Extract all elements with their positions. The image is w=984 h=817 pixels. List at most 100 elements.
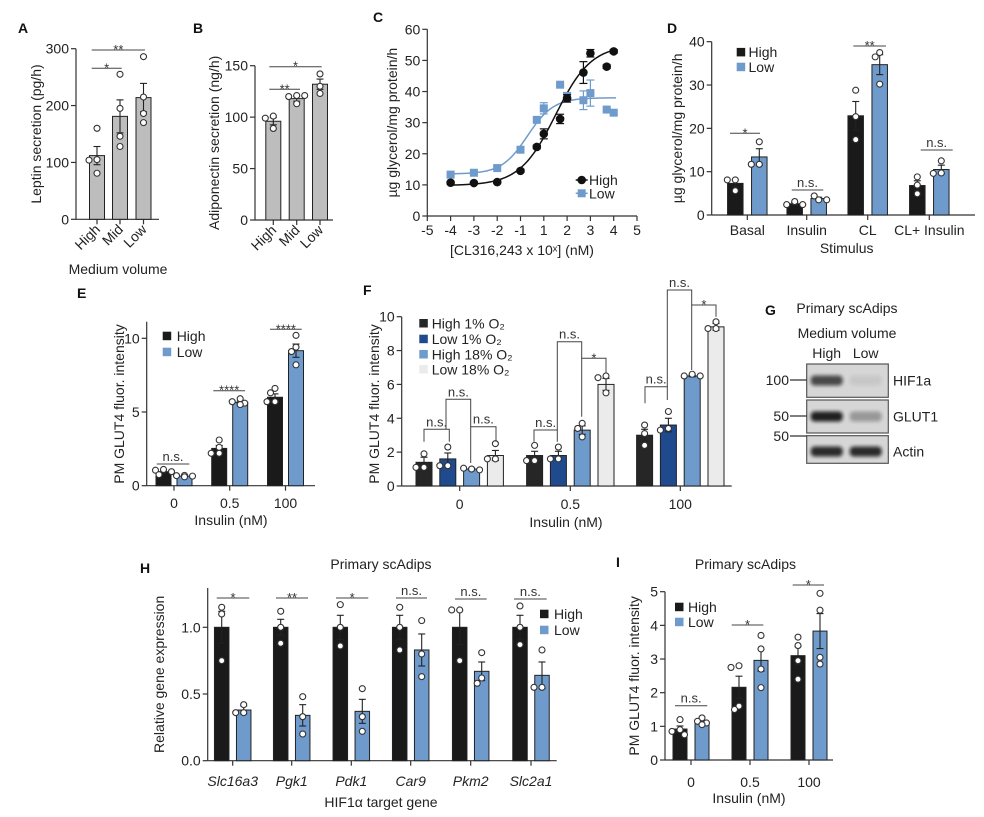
data-point (358, 727, 366, 735)
legend-marker-square (577, 189, 586, 198)
protein-label: Actin (893, 444, 924, 460)
data-point (554, 443, 562, 451)
data-point (139, 119, 148, 127)
significance-label: n.s. (448, 384, 469, 399)
data-point (609, 108, 618, 117)
panel-letter: D (667, 20, 677, 36)
panel-letter: G (765, 302, 776, 318)
legend-label: High (554, 606, 583, 622)
x-tick-label: Slc2a1 (510, 773, 553, 789)
data-point (299, 693, 307, 701)
significance-bracket (691, 304, 717, 370)
data-point (747, 160, 755, 168)
data-point (516, 145, 525, 154)
significance-label: n.s. (473, 412, 494, 427)
bar (451, 626, 468, 762)
y-tick-label: 40 (689, 34, 705, 50)
y-tick-label: 0.0 (181, 753, 201, 769)
y-axis-label: PM GLUT4 fluor. intensity (111, 324, 127, 484)
panel-letter: F (363, 282, 372, 298)
data-point (218, 610, 226, 618)
bar (213, 626, 230, 762)
x-axis-label: HIF1α target gene (324, 794, 437, 810)
data-point (730, 705, 739, 714)
bar (707, 326, 725, 487)
data-point (277, 623, 285, 631)
legend-swatch (419, 319, 428, 328)
x-tick-label: -1 (514, 222, 527, 238)
data-point (876, 48, 884, 57)
x-tick-label: -5 (421, 222, 434, 238)
significance-label: * (701, 297, 706, 312)
data-point (810, 192, 818, 200)
bar (312, 83, 328, 221)
data-point (116, 142, 124, 151)
data-point (159, 465, 168, 474)
data-point (228, 398, 236, 406)
data-point (723, 176, 731, 184)
data-point (602, 372, 610, 380)
data-point (436, 462, 444, 470)
y-tick-label: 100 (225, 109, 249, 125)
protein-band (849, 411, 882, 422)
data-point (266, 389, 275, 397)
x-tick-label: 100 (797, 774, 821, 790)
panel-letter: E (77, 285, 86, 301)
data-point (668, 727, 676, 735)
x-tick-label: 5 (633, 222, 641, 238)
data-point (783, 201, 791, 209)
data-point (704, 325, 712, 333)
x-tick-label: Low (297, 221, 327, 251)
significance-label: * (745, 617, 750, 632)
significance-bracket (423, 428, 450, 442)
data-point (680, 731, 689, 739)
y-tick-label: 1.0 (181, 619, 201, 635)
data-point (794, 642, 802, 650)
significance-label: n.s. (669, 275, 690, 290)
significance-label: * (350, 590, 355, 605)
significance-label: **** (219, 383, 239, 398)
y-axis-label: Relative gene expression (151, 596, 167, 753)
data-point (287, 348, 296, 356)
data-point (791, 198, 799, 206)
data-point (757, 645, 765, 653)
legend-swatch (540, 609, 549, 619)
data-point (586, 89, 595, 98)
panel-h-gene-expression-bar-chart: H Primary scAdips 0.0 0.5 1.0 Relative gene e… (140, 556, 583, 810)
molecular-weight-marker: 50 (773, 428, 789, 444)
y-tick-label: 300 (46, 41, 70, 57)
x-tick-label: 1 (540, 222, 548, 238)
panel-letter: C (373, 9, 383, 25)
data-point (271, 398, 279, 406)
data-point (852, 136, 860, 144)
significance-label: n.s. (559, 327, 580, 342)
x-tick-label: 0 (456, 496, 464, 512)
x-tick-label: CL (859, 222, 877, 238)
y-tick-label: 8 (387, 343, 395, 359)
data-point (579, 68, 588, 77)
data-point (478, 649, 486, 657)
data-point (456, 657, 464, 665)
bar (272, 626, 289, 762)
x-tick-label: Slc16a3 (207, 773, 258, 789)
y-tick-label: 20 (405, 146, 421, 162)
data-point (755, 160, 763, 168)
y-tick-label: 0 (387, 478, 395, 494)
panel-letter: I (616, 554, 620, 570)
data-point (269, 124, 277, 132)
legend-label: High (177, 328, 206, 344)
data-point (586, 48, 595, 58)
data-point (757, 665, 765, 673)
data-point (602, 105, 611, 114)
fit-curve-high (450, 48, 617, 186)
data-point (852, 86, 860, 94)
y-tick-label: 50 (232, 161, 248, 177)
data-point (731, 176, 739, 184)
data-point (301, 91, 309, 100)
significance-label: * (806, 577, 811, 592)
data-point (263, 398, 271, 406)
data-point (269, 112, 277, 120)
data-point (712, 325, 720, 333)
data-point (446, 170, 455, 179)
